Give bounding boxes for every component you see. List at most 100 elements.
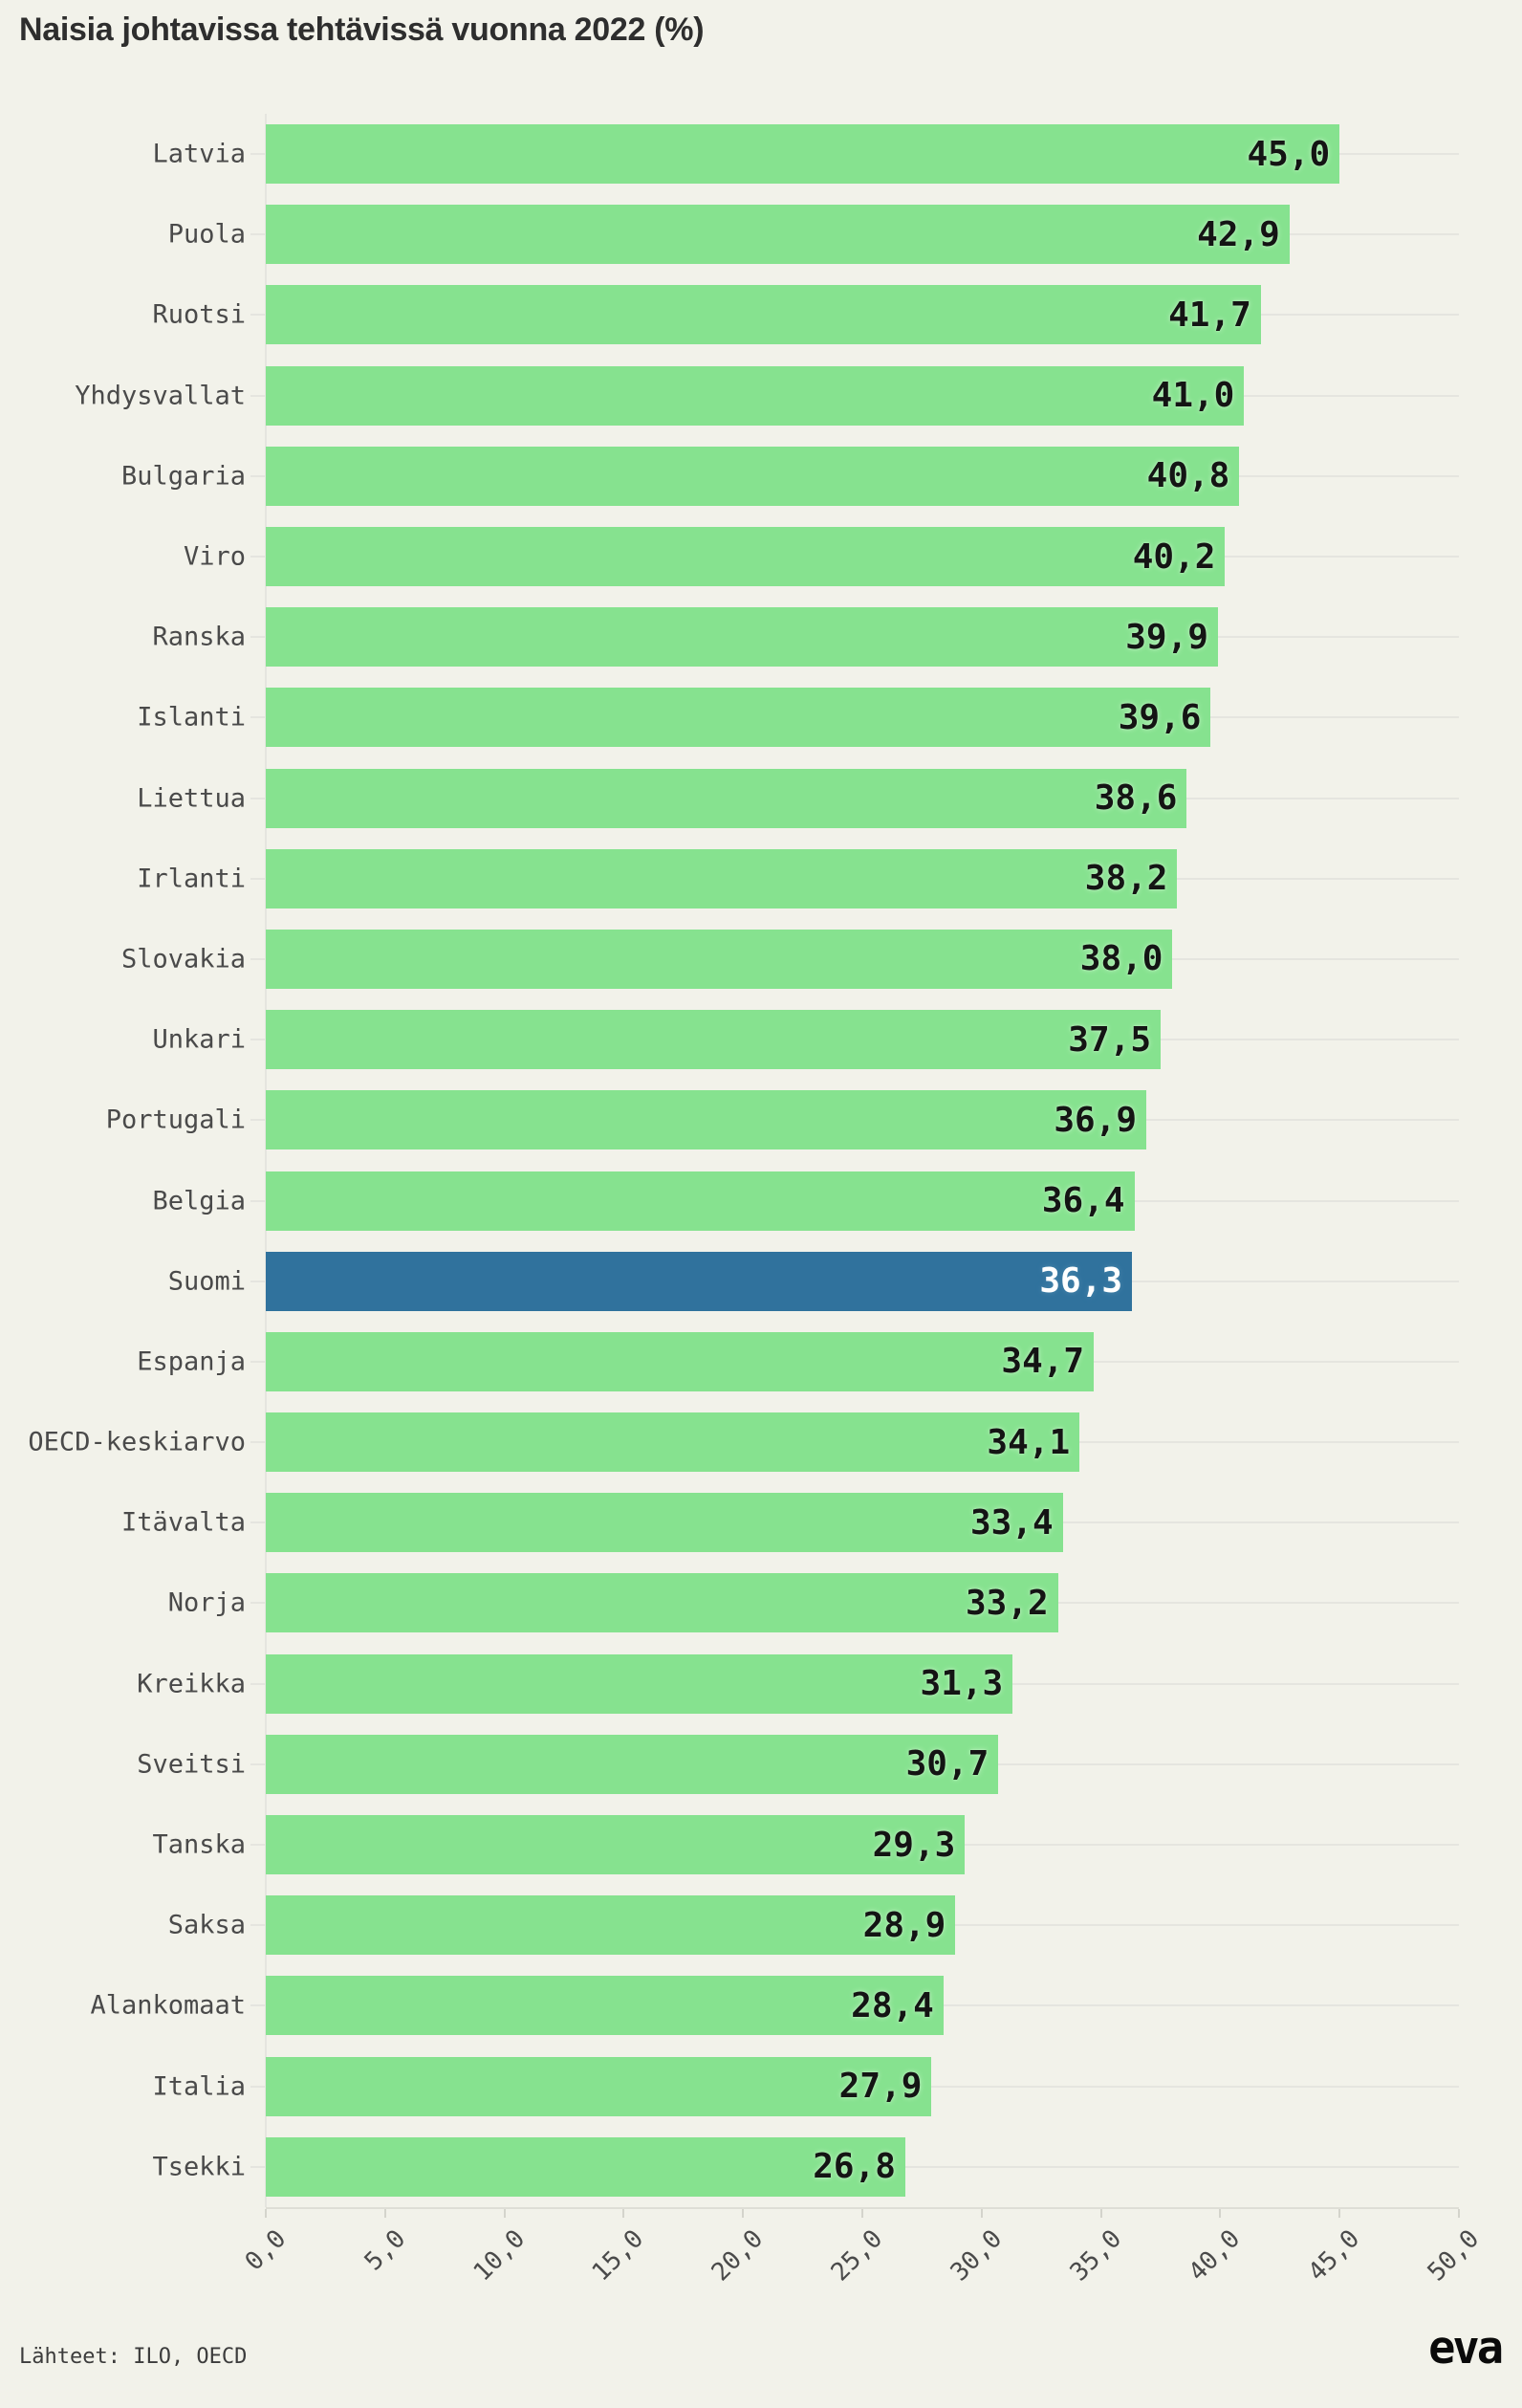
x-axis-tick-label: 25,0 [825, 2224, 889, 2288]
bar: 28,9 [266, 1895, 956, 1956]
bar: 36,9 [266, 1090, 1147, 1150]
bar: 28,4 [266, 1976, 944, 2036]
bar-row: Norja 33,2 [0, 1563, 1522, 1643]
category-label: Belgia [152, 1186, 246, 1216]
bar-row: Islanti 39,6 [0, 677, 1522, 757]
bar: 39,9 [266, 607, 1218, 668]
category-label: Portugali [105, 1105, 246, 1135]
x-axis-tick-label: 5,0 [359, 2224, 412, 2277]
bar-track: 42,9 [250, 194, 1459, 274]
category-label: Tanska [152, 1829, 246, 1860]
bar-row: OECD-keskiarvo 34,1 [0, 1402, 1522, 1482]
bar-track: 38,0 [250, 919, 1459, 999]
value-label: 33,4 [969, 1502, 1054, 1543]
category-label: Viro [183, 541, 246, 572]
value-label: 38,6 [1094, 778, 1178, 819]
x-axis-tick-label: 35,0 [1064, 2224, 1127, 2288]
category-label: Italia [152, 2071, 246, 2102]
bar-row: Belgia 36,4 [0, 1160, 1522, 1240]
bar-row: Viro 40,2 [0, 516, 1522, 597]
x-axis-tick-label: 0,0 [239, 2224, 293, 2277]
x-axis-tick [1458, 2209, 1460, 2218]
bar-track: 33,2 [250, 1563, 1459, 1643]
bar: 38,6 [266, 768, 1187, 828]
category-label: Liettua [137, 783, 246, 814]
category-label: Alankomaat [90, 1990, 246, 2021]
category-label: Norja [167, 1587, 246, 1618]
bar-track: 29,3 [250, 1805, 1459, 1885]
x-axis-tick [742, 2209, 745, 2218]
category-label: Saksa [167, 1910, 246, 1940]
bar-row: Puola 42,9 [0, 194, 1522, 274]
value-label: 30,7 [905, 1744, 989, 1784]
x-axis-tick-label: 10,0 [467, 2224, 531, 2288]
bar-row: Ruotsi 41,7 [0, 274, 1522, 355]
bar-row: Ranska 39,9 [0, 597, 1522, 677]
x-axis-line: 0,0 5,0 10,0 15,0 20,0 25,0 30,0 35,0 40,0 45,0 50… [240, 2207, 1485, 2287]
category-label: Kreikka [137, 1669, 246, 1699]
bar-track: 28,4 [250, 1965, 1459, 2046]
bar-row: Unkari 37,5 [0, 999, 1522, 1080]
bar-row: Slovakia 38,0 [0, 919, 1522, 999]
category-label: Yhdysvallat [75, 381, 246, 411]
bar: 40,8 [266, 446, 1240, 506]
value-label: 39,9 [1125, 617, 1208, 657]
bar-track: 37,5 [250, 999, 1459, 1080]
value-label: 27,9 [838, 2067, 923, 2107]
bar-track: 36,4 [250, 1160, 1459, 1240]
bar-track: 40,8 [250, 436, 1459, 516]
bar: 41,0 [266, 365, 1245, 426]
bar-row: Kreikka 31,3 [0, 1644, 1522, 1724]
category-label: Slovakia [120, 944, 246, 974]
x-axis-tick-label: 20,0 [706, 2224, 770, 2288]
bar: 38,2 [266, 848, 1178, 908]
category-label: Sveitsi [137, 1749, 246, 1780]
x-axis-tick [383, 2209, 386, 2218]
value-label: 40,2 [1132, 536, 1216, 577]
value-label: 33,2 [965, 1583, 1049, 1623]
value-label: 37,5 [1068, 1019, 1151, 1060]
bar-track: 41,0 [250, 356, 1459, 436]
bar-row: Liettua 38,6 [0, 758, 1522, 839]
x-axis-tick-label: 45,0 [1302, 2224, 1366, 2288]
plot-area: Latvia 45,0 Puola 42,9 Ruotsi 41,7 Yhdysvallat… [0, 114, 1522, 2207]
x-axis-tick [503, 2209, 506, 2218]
category-label: Suomi [167, 1266, 246, 1297]
bar: 26,8 [266, 2136, 905, 2197]
x-axis-tick-label: 40,0 [1184, 2224, 1247, 2288]
category-label: Puola [167, 219, 246, 250]
bar-track: 40,2 [250, 516, 1459, 597]
bar: 34,7 [266, 1331, 1095, 1391]
category-label: Ruotsi [152, 299, 246, 330]
value-label: 36,3 [1039, 1261, 1123, 1302]
bar-track: 28,9 [250, 1885, 1459, 1965]
bar: 40,2 [266, 527, 1226, 587]
bar: 33,4 [266, 1493, 1063, 1553]
eva-logo: eva [1428, 2322, 1504, 2375]
bar-track: 38,2 [250, 839, 1459, 919]
bar: 34,1 [266, 1412, 1080, 1473]
x-axis-tick [622, 2209, 625, 2218]
zero-axis-line [265, 114, 267, 2207]
bar-track: 39,9 [250, 597, 1459, 677]
sources-note: Lähteet: ILO, OECD [19, 2345, 248, 2369]
category-label: OECD-keskiarvo [28, 1427, 246, 1457]
x-axis-tick [980, 2209, 983, 2218]
bar: 33,2 [266, 1573, 1058, 1633]
bar-track: 30,7 [250, 1724, 1459, 1805]
bar: 37,5 [266, 1010, 1161, 1070]
value-label: 41,7 [1168, 295, 1251, 335]
bar-row: Espanja 34,7 [0, 1322, 1522, 1402]
bar-row: Saksa 28,9 [0, 1885, 1522, 1965]
bar-track: 39,6 [250, 677, 1459, 757]
bar: 45,0 [266, 124, 1340, 185]
bar-track: 34,1 [250, 1402, 1459, 1482]
bar-row: Bulgaria 40,8 [0, 436, 1522, 516]
value-label: 40,8 [1146, 456, 1230, 496]
bar-rows: Latvia 45,0 Puola 42,9 Ruotsi 41,7 Yhdysvallat… [0, 114, 1522, 2207]
value-label: 39,6 [1118, 697, 1202, 737]
x-axis-tick [1099, 2209, 1102, 2218]
bar-track: 33,4 [250, 1482, 1459, 1563]
bar: 39,6 [266, 688, 1211, 748]
category-label: Irlanti [137, 864, 246, 894]
